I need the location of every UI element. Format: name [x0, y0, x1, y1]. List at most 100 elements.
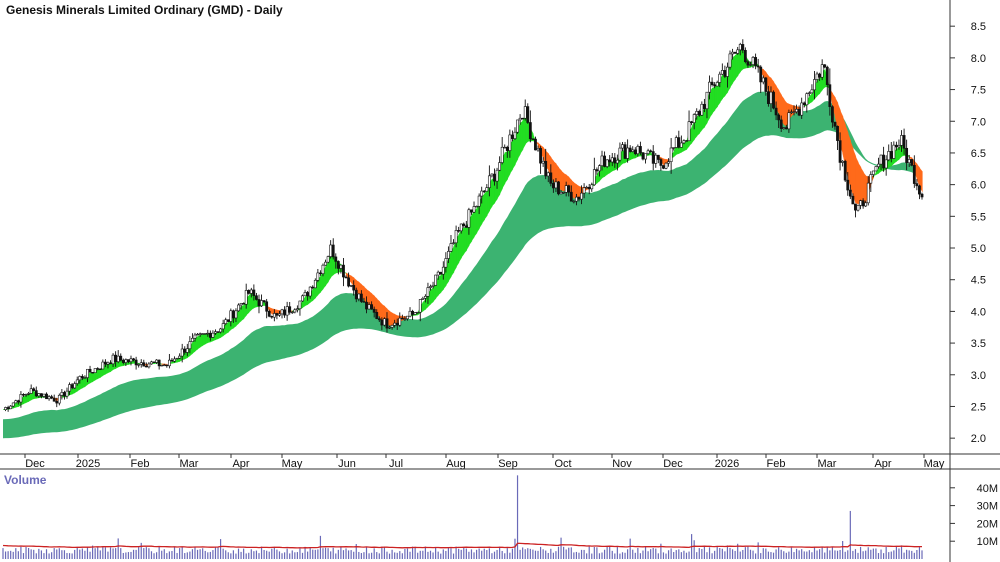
- candle-body: [907, 159, 911, 164]
- volume-bar: [575, 551, 578, 559]
- volume-bar: [586, 553, 588, 559]
- candle-body: [380, 319, 384, 326]
- volume-bar: [703, 546, 706, 559]
- volume-bar: [235, 553, 237, 559]
- candle-body: [324, 261, 327, 266]
- candle-body: [175, 357, 179, 360]
- volume-bar: [212, 550, 214, 559]
- volume-bar: [330, 551, 332, 559]
- time-tick-label: Dec: [25, 458, 45, 470]
- candle-body: [772, 91, 775, 109]
- volume-bar: [337, 549, 339, 559]
- candle-body: [413, 312, 417, 315]
- candle-body: [761, 77, 765, 83]
- volume-bar: [744, 547, 746, 559]
- volume-bar: [388, 553, 391, 559]
- volume-layer: [2, 475, 923, 559]
- volume-bar: [634, 552, 636, 559]
- volume-bar: [20, 546, 22, 559]
- volume-bar: [836, 550, 839, 559]
- time-tick-label: Nov: [612, 458, 632, 470]
- volume-bar: [460, 549, 462, 559]
- candle-body: [848, 189, 852, 197]
- volume-bar: [53, 548, 55, 559]
- volume-bar: [455, 546, 457, 559]
- candle-body: [319, 272, 322, 275]
- volume-bar: [107, 551, 109, 559]
- volume-bar: [432, 552, 434, 559]
- candle-body: [738, 44, 742, 51]
- candle-body: [534, 138, 537, 151]
- candle-body: [746, 61, 750, 66]
- candle-body: [889, 151, 893, 159]
- volume-bar: [762, 548, 764, 559]
- volume-bar: [355, 544, 357, 559]
- volume-bar: [332, 547, 334, 559]
- volume-bar: [596, 547, 598, 559]
- volume-bar: [442, 549, 444, 559]
- candle-body: [193, 334, 197, 339]
- volume-bar: [481, 550, 483, 559]
- candle-body: [726, 66, 729, 77]
- candle-body: [160, 364, 164, 367]
- candle-body: [301, 295, 304, 302]
- candle-body: [365, 301, 368, 310]
- candle-body: [344, 276, 348, 279]
- price-tick-label: 6.0: [971, 180, 986, 192]
- candle-body: [16, 400, 20, 403]
- volume-bar: [491, 553, 493, 559]
- volume-bar: [903, 552, 905, 559]
- candle-body: [782, 127, 786, 129]
- candle-body: [116, 355, 120, 362]
- candle-body: [50, 396, 54, 399]
- volume-bar: [547, 552, 549, 559]
- volume-bar: [406, 548, 409, 559]
- volume-bar: [447, 547, 450, 559]
- candle-body: [621, 144, 624, 149]
- volume-bar: [673, 552, 675, 559]
- candle-body: [447, 251, 450, 259]
- volume-bar: [312, 549, 314, 559]
- candle-body: [262, 300, 266, 303]
- volume-bar: [140, 542, 142, 559]
- volume-bar: [647, 551, 649, 559]
- candle-body: [823, 64, 827, 68]
- candle-body: [224, 319, 228, 324]
- candle-body: [674, 137, 678, 148]
- candle-body: [900, 135, 903, 146]
- candle-body: [9, 405, 13, 410]
- volume-bar: [506, 548, 508, 559]
- candle-body: [871, 170, 875, 175]
- volume-bar: [184, 553, 186, 559]
- volume-bar: [283, 552, 286, 559]
- volume-bar: [885, 546, 887, 559]
- volume-bar: [176, 552, 178, 559]
- time-tick-label: Apr: [874, 458, 891, 470]
- short-term-band-segment: [809, 92, 813, 104]
- short-term-band-segment: [484, 190, 488, 221]
- short-term-band-segment: [847, 132, 851, 188]
- volume-bar: [609, 547, 611, 559]
- volume-bar: [854, 549, 857, 559]
- volume-bar: [109, 547, 112, 559]
- volume-bar: [545, 550, 547, 559]
- volume-bar: [499, 546, 501, 559]
- candle-body: [679, 142, 683, 148]
- volume-bar: [117, 538, 119, 559]
- price-tick-label: 3.5: [971, 338, 986, 350]
- volume-bar: [662, 552, 665, 559]
- volume-bar: [179, 548, 181, 559]
- candle-body: [807, 92, 811, 94]
- candle-body: [470, 209, 473, 213]
- volume-bar: [667, 550, 670, 559]
- volume-bar: [752, 550, 754, 559]
- volume-bar: [588, 546, 590, 559]
- candle-body: [96, 368, 100, 370]
- candle-body: [590, 184, 594, 190]
- candle-body: [710, 81, 714, 86]
- price-tick-label: 7.0: [971, 116, 986, 128]
- volume-bar: [301, 552, 304, 559]
- volume-bar: [429, 550, 432, 559]
- candle-body: [633, 149, 637, 155]
- candle-body: [462, 223, 466, 227]
